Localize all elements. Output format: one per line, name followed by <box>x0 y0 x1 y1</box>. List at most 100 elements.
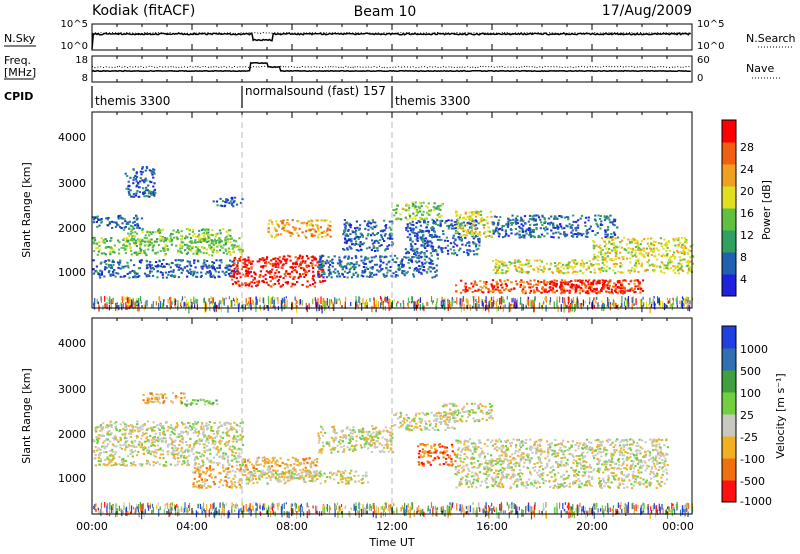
velocity-cell <box>148 463 151 466</box>
velocity-cell <box>178 444 181 446</box>
power-cell <box>369 272 372 275</box>
power-ground-cell <box>364 302 366 309</box>
velocity-cell <box>208 434 211 437</box>
power-ground-cell <box>388 299 390 307</box>
power-cell <box>151 191 154 194</box>
power-cell <box>234 270 237 273</box>
power-cell <box>202 262 205 265</box>
power-cell <box>294 256 297 259</box>
power-ground-cell <box>128 297 130 304</box>
power-cell <box>687 263 690 266</box>
power-cell <box>512 218 515 221</box>
power-cell <box>612 231 616 234</box>
power-cell <box>479 214 483 216</box>
power-ground-cell <box>332 301 334 310</box>
power-ground-cell <box>344 301 346 309</box>
power-cell <box>288 255 291 258</box>
power-ground-cell <box>403 301 405 309</box>
power-cell <box>190 264 193 267</box>
power-cell <box>288 276 292 278</box>
power-cell <box>470 225 473 228</box>
power-cell <box>136 223 139 226</box>
power-cell <box>468 215 472 218</box>
power-cell <box>93 250 96 253</box>
power-cell <box>245 269 248 272</box>
power-cell <box>125 237 128 240</box>
power-cell <box>347 262 350 265</box>
power-cell <box>135 226 139 229</box>
velocity-cell <box>234 456 237 459</box>
power-ground-cell <box>410 296 413 301</box>
power-cell <box>204 237 207 240</box>
power-cell <box>296 232 299 235</box>
power-cell <box>275 230 278 233</box>
power-cell <box>582 289 585 292</box>
power-ground-cell <box>320 296 322 304</box>
power-cell <box>492 288 495 290</box>
velocity-cell <box>162 433 165 436</box>
power-cell <box>234 256 237 259</box>
power-cell <box>507 289 510 292</box>
power-cell <box>684 239 687 242</box>
power-cell <box>104 260 107 262</box>
power-ground-cell <box>653 296 655 299</box>
power-colorbar-swatch <box>722 252 736 275</box>
power-cell <box>455 231 458 234</box>
power-cell <box>357 249 360 252</box>
power-cell <box>417 220 420 223</box>
power-cell <box>466 251 469 254</box>
power-cell <box>403 255 406 258</box>
power-cell <box>288 231 291 234</box>
power-cell <box>170 240 173 243</box>
power-cell <box>424 217 427 220</box>
power-ground-cell <box>556 296 558 302</box>
power-cell <box>216 232 219 235</box>
power-cell <box>312 279 315 282</box>
power-cell <box>132 182 135 185</box>
power-cell <box>192 274 195 277</box>
velocity-cell <box>99 458 102 461</box>
power-cell <box>362 261 365 264</box>
velocity-cell <box>125 446 128 449</box>
power-cell <box>182 241 185 244</box>
power-cell <box>595 288 598 291</box>
power-ground-cell <box>181 299 183 302</box>
power-cell <box>126 221 129 224</box>
power-cell <box>510 288 513 291</box>
power-cell <box>570 226 573 229</box>
power-cell <box>420 251 423 254</box>
power-cell <box>219 197 222 200</box>
power-ground-cell <box>93 303 95 306</box>
velocity-cell <box>233 436 236 438</box>
power-cell <box>109 239 112 242</box>
power-cell <box>514 268 518 271</box>
power-cell <box>414 248 417 251</box>
power-cell <box>112 261 115 263</box>
power-ground-cell <box>365 301 367 308</box>
power-cell <box>515 269 519 272</box>
power-cell <box>608 258 611 261</box>
power-cell <box>585 232 588 235</box>
power-cell <box>568 280 571 283</box>
power-cell <box>429 252 432 255</box>
power-cell <box>225 271 228 273</box>
power-ground-cell <box>384 296 386 299</box>
velocity-cell <box>183 455 186 457</box>
power-cell <box>587 287 591 290</box>
power-cell <box>668 249 671 252</box>
power-cell <box>609 214 612 217</box>
power-cell <box>283 258 286 261</box>
power-cell <box>314 264 317 267</box>
power-cell <box>412 212 415 215</box>
power-cell <box>637 244 640 247</box>
power-cell <box>117 224 120 227</box>
power-cell <box>409 258 412 261</box>
power-cell <box>239 250 242 253</box>
power-cell <box>218 240 222 243</box>
velocity-cell <box>149 451 152 454</box>
power-cell <box>229 253 232 256</box>
power-cell <box>349 233 352 236</box>
power-cell <box>118 263 121 266</box>
power-cell <box>565 224 568 227</box>
power-cell <box>570 279 573 282</box>
